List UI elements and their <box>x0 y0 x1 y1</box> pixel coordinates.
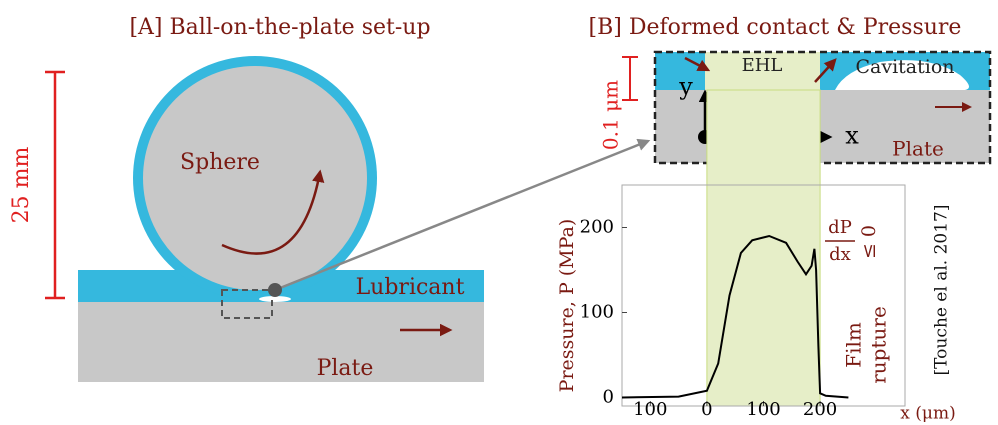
condition-relation: ≤ 0 <box>858 225 880 259</box>
zoom-dot <box>268 283 282 297</box>
x-tick-label: 0 <box>701 399 712 420</box>
plate-b-label: Plate <box>892 137 944 161</box>
scale-bar-b <box>622 57 638 100</box>
condition-numerator: dP <box>828 217 852 238</box>
x-axis-label: x (μm) <box>900 404 955 424</box>
x-tick-label: 100 <box>746 399 780 420</box>
condition-denominator: dx <box>829 244 851 265</box>
y-tick-label: 0 <box>603 387 614 408</box>
scale-label: 25 mm <box>9 147 34 224</box>
scale-bar <box>45 72 65 298</box>
ehl-label: EHL <box>742 55 783 76</box>
y-label: y <box>678 73 693 101</box>
figure: [A] Ball-on-the-plate set-up 25 mm Spher… <box>0 0 998 425</box>
sphere <box>143 66 367 290</box>
x-tick-label: 100 <box>633 399 667 420</box>
rupture-line1: Film <box>842 322 866 368</box>
x-label: x <box>845 122 859 150</box>
scale-b-label: 0.1 μm <box>599 80 623 150</box>
y-axis-label: Pressure, P (MPa) <box>556 219 578 393</box>
y-tick-label: 100 <box>580 302 614 323</box>
y-tick-label: 200 <box>580 217 614 238</box>
cavitation-label: Cavitation <box>855 56 954 78</box>
lubricant-label: Lubricant <box>356 275 465 300</box>
rupture-line2: rupture <box>867 306 891 384</box>
panel-a-title: [A] Ball-on-the-plate set-up <box>129 15 430 40</box>
x-tick-label: 200 <box>803 399 837 420</box>
panel-b-title: [B] Deformed contact & Pressure <box>589 15 962 40</box>
plate <box>78 302 484 382</box>
ehl-band <box>707 90 820 406</box>
citation: [Touche el al. 2017] <box>932 205 952 376</box>
plate-label: Plate <box>317 356 374 381</box>
sphere-label: Sphere <box>180 150 260 175</box>
